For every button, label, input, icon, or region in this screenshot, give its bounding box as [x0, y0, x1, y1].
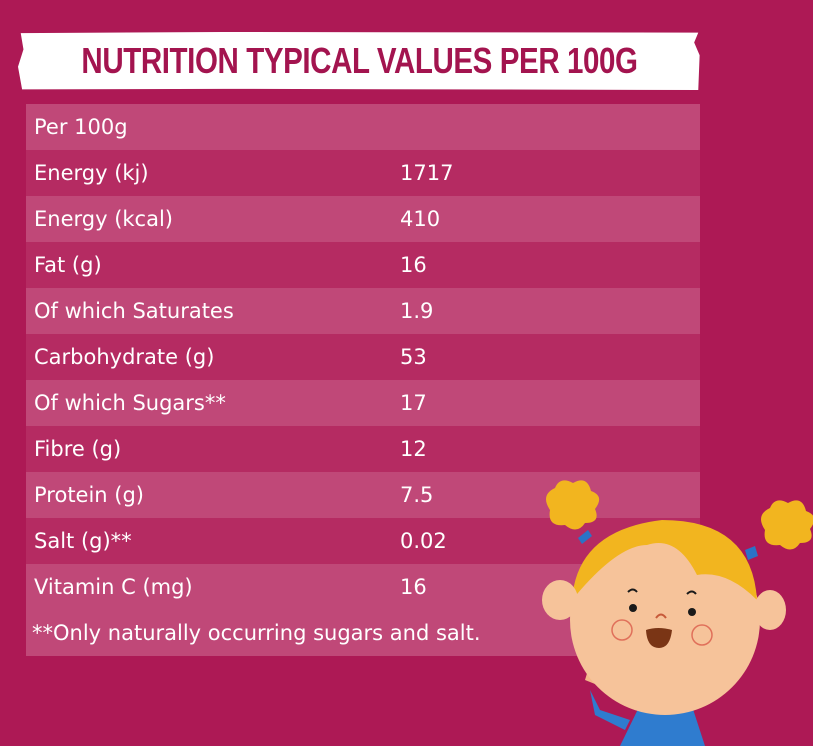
table-row: Energy (kj) 1717 — [26, 150, 700, 196]
row-value: 0.02 — [400, 529, 447, 553]
row-value: 16 — [400, 575, 427, 599]
table-row: Fibre (g) 12 — [26, 426, 700, 472]
row-label: Vitamin C (mg) — [34, 575, 193, 599]
row-value: 1717 — [400, 161, 454, 185]
header-label: Per 100g — [34, 115, 128, 139]
table-row: Fat (g) 16 — [26, 242, 700, 288]
title-banner: NUTRITION TYPICAL VALUES PER 100G — [18, 32, 700, 90]
row-label: Salt (g)** — [34, 529, 132, 553]
table-row: Of which Sugars** 17 — [26, 380, 700, 426]
row-value: 7.5 — [400, 483, 434, 507]
row-label: Protein (g) — [34, 483, 145, 507]
row-label: Energy (kj) — [34, 161, 149, 185]
row-value: 17 — [400, 391, 427, 415]
girl-character-illustration-icon — [542, 480, 813, 746]
page-title: NUTRITION TYPICAL VALUES PER 100G — [81, 40, 638, 81]
table-row: Carbohydrate (g) 53 — [26, 334, 700, 380]
row-label: Fat (g) — [34, 253, 102, 277]
row-label: Fibre (g) — [34, 437, 122, 461]
row-label: Of which Sugars** — [34, 391, 226, 415]
row-label: Of which Saturates — [34, 299, 234, 323]
row-label: Carbohydrate (g) — [34, 345, 215, 369]
row-value: 410 — [400, 207, 441, 231]
table-row: Energy (kcal) 410 — [26, 196, 700, 242]
row-value: 12 — [400, 437, 427, 461]
table-row: Of which Saturates 1.9 — [26, 288, 700, 334]
row-label: Energy (kcal) — [34, 207, 173, 231]
row-value: 1.9 — [400, 299, 434, 323]
row-value: 53 — [400, 345, 427, 369]
nutrition-table: Per 100g Energy (kj) 1717 Energy (kcal) … — [26, 104, 700, 656]
table-header-row: Per 100g — [26, 104, 700, 150]
row-value: 16 — [400, 253, 427, 277]
